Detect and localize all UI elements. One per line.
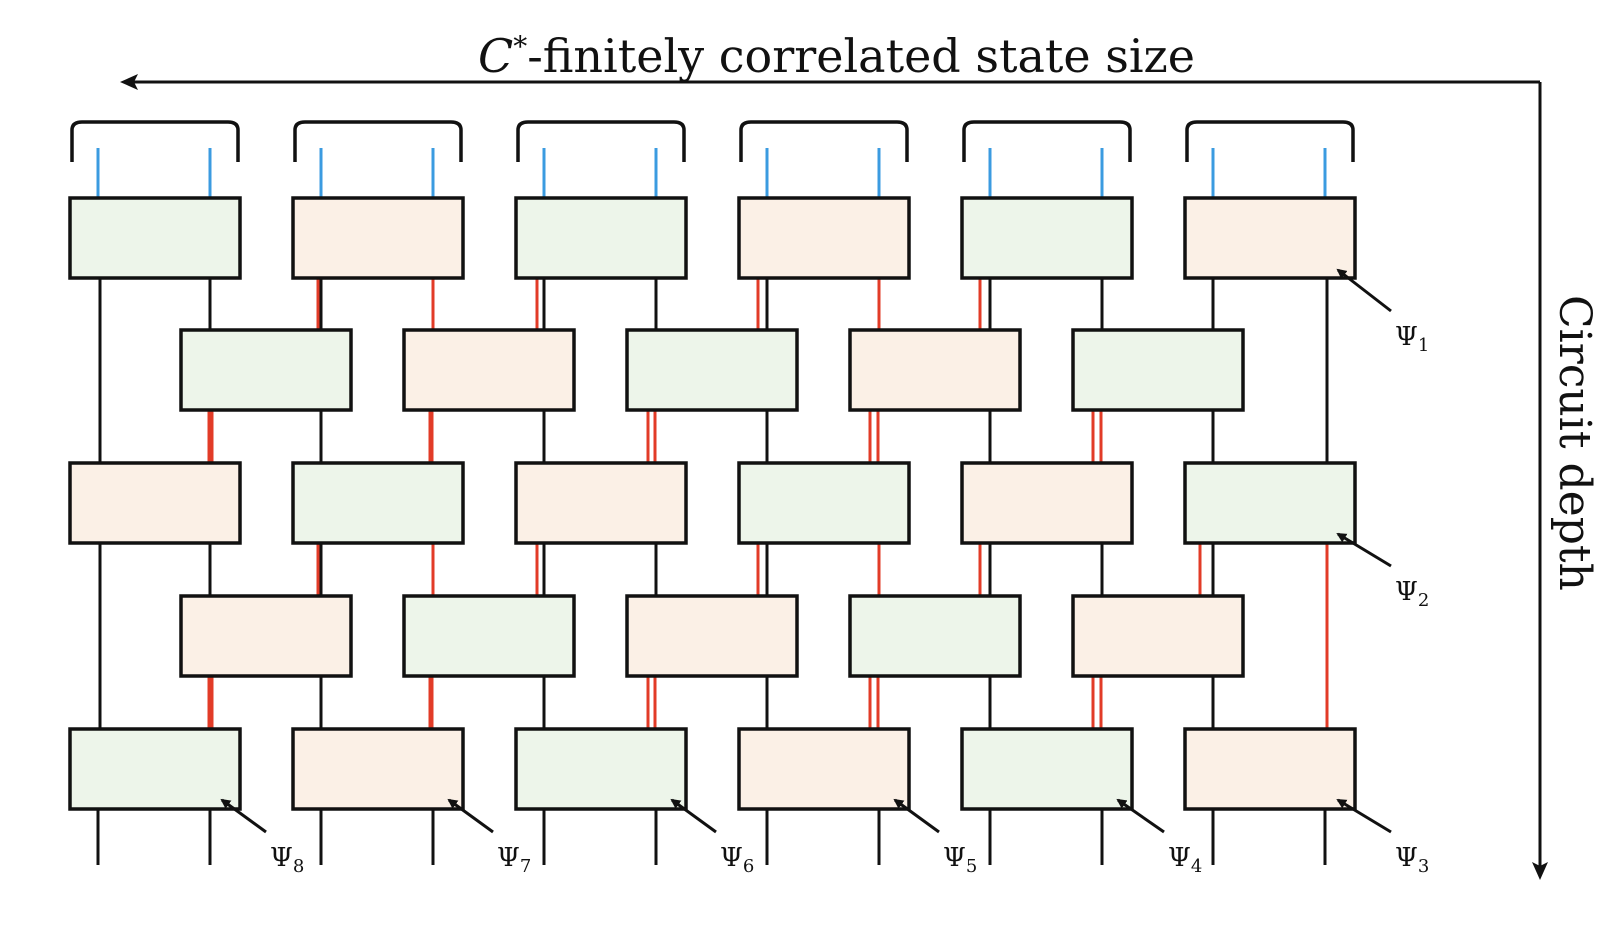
tensor-box-green xyxy=(179,328,353,412)
tensor-box-peach xyxy=(291,727,465,811)
tensor-box-peach xyxy=(625,594,799,678)
psi-label-8: Ψ8 xyxy=(270,843,304,877)
tensor-box-green xyxy=(960,727,1134,811)
tensor-box-green xyxy=(1071,328,1245,412)
psi-pointer-arrow xyxy=(1336,798,1392,834)
psi-label-4: Ψ4 xyxy=(1168,843,1202,877)
tensor-boxes-layer xyxy=(68,196,1357,811)
site-bracket xyxy=(739,120,909,162)
diagram-title: C*-finitely correlated state size xyxy=(478,29,1195,83)
site-bracket xyxy=(516,120,686,162)
tensor-box-green xyxy=(68,727,242,811)
tensor-box-peach xyxy=(1183,196,1357,280)
psi-pointer-arrow xyxy=(220,798,267,834)
tensor-box-green xyxy=(848,594,1022,678)
tensor-box-peach xyxy=(402,328,576,412)
tensor-box-peach xyxy=(68,461,242,545)
tensor-box-peach xyxy=(1183,727,1357,811)
psi-pointer-arrow xyxy=(1116,798,1165,834)
depth-axis-arrowhead xyxy=(1532,862,1548,880)
tensor-box-green xyxy=(514,196,688,280)
site-bracket xyxy=(1185,120,1355,162)
site-bracket xyxy=(70,120,240,162)
tensor-box-green xyxy=(625,328,799,412)
psi-label-1: Ψ1 xyxy=(1395,322,1429,356)
tensor-box-green xyxy=(291,461,465,545)
psi-pointer-arrow xyxy=(893,798,940,834)
psi-pointer-arrow xyxy=(670,798,717,834)
psi-label-2: Ψ2 xyxy=(1395,577,1429,611)
psi-pointer-arrow xyxy=(1336,268,1392,313)
site-bracket xyxy=(962,120,1132,162)
psi-pointer-arrow xyxy=(1336,532,1392,568)
psi-labels-layer: Ψ1 Ψ2 Ψ3 Ψ4 Ψ5 Ψ6 Ψ7 Ψ8 xyxy=(220,268,1429,877)
size-axis-arrowhead xyxy=(120,74,138,90)
psi-label-7: Ψ7 xyxy=(497,843,531,877)
tensor-box-peach xyxy=(848,328,1022,412)
tensor-box-green xyxy=(402,594,576,678)
tensor-box-green xyxy=(960,196,1134,280)
depth-axis-label: Circuit depth xyxy=(1549,295,1600,591)
tensor-box-peach xyxy=(514,461,688,545)
tensor-box-peach xyxy=(737,196,911,280)
psi-label-6: Ψ6 xyxy=(720,843,754,877)
tensor-box-green xyxy=(68,196,242,280)
site-bracket xyxy=(293,120,463,162)
psi-pointer-arrow xyxy=(447,798,494,834)
tensor-box-green xyxy=(1183,461,1357,545)
tensor-box-peach xyxy=(291,196,465,280)
tensor-box-green xyxy=(737,461,911,545)
tensor-box-peach xyxy=(960,461,1134,545)
wires-layer xyxy=(70,120,1355,865)
psi-label-5: Ψ5 xyxy=(943,843,977,877)
tensor-box-green xyxy=(514,727,688,811)
tensor-box-peach xyxy=(1071,594,1245,678)
psi-label-3: Ψ3 xyxy=(1395,843,1429,877)
tensor-box-peach xyxy=(179,594,353,678)
tensor-box-peach xyxy=(737,727,911,811)
